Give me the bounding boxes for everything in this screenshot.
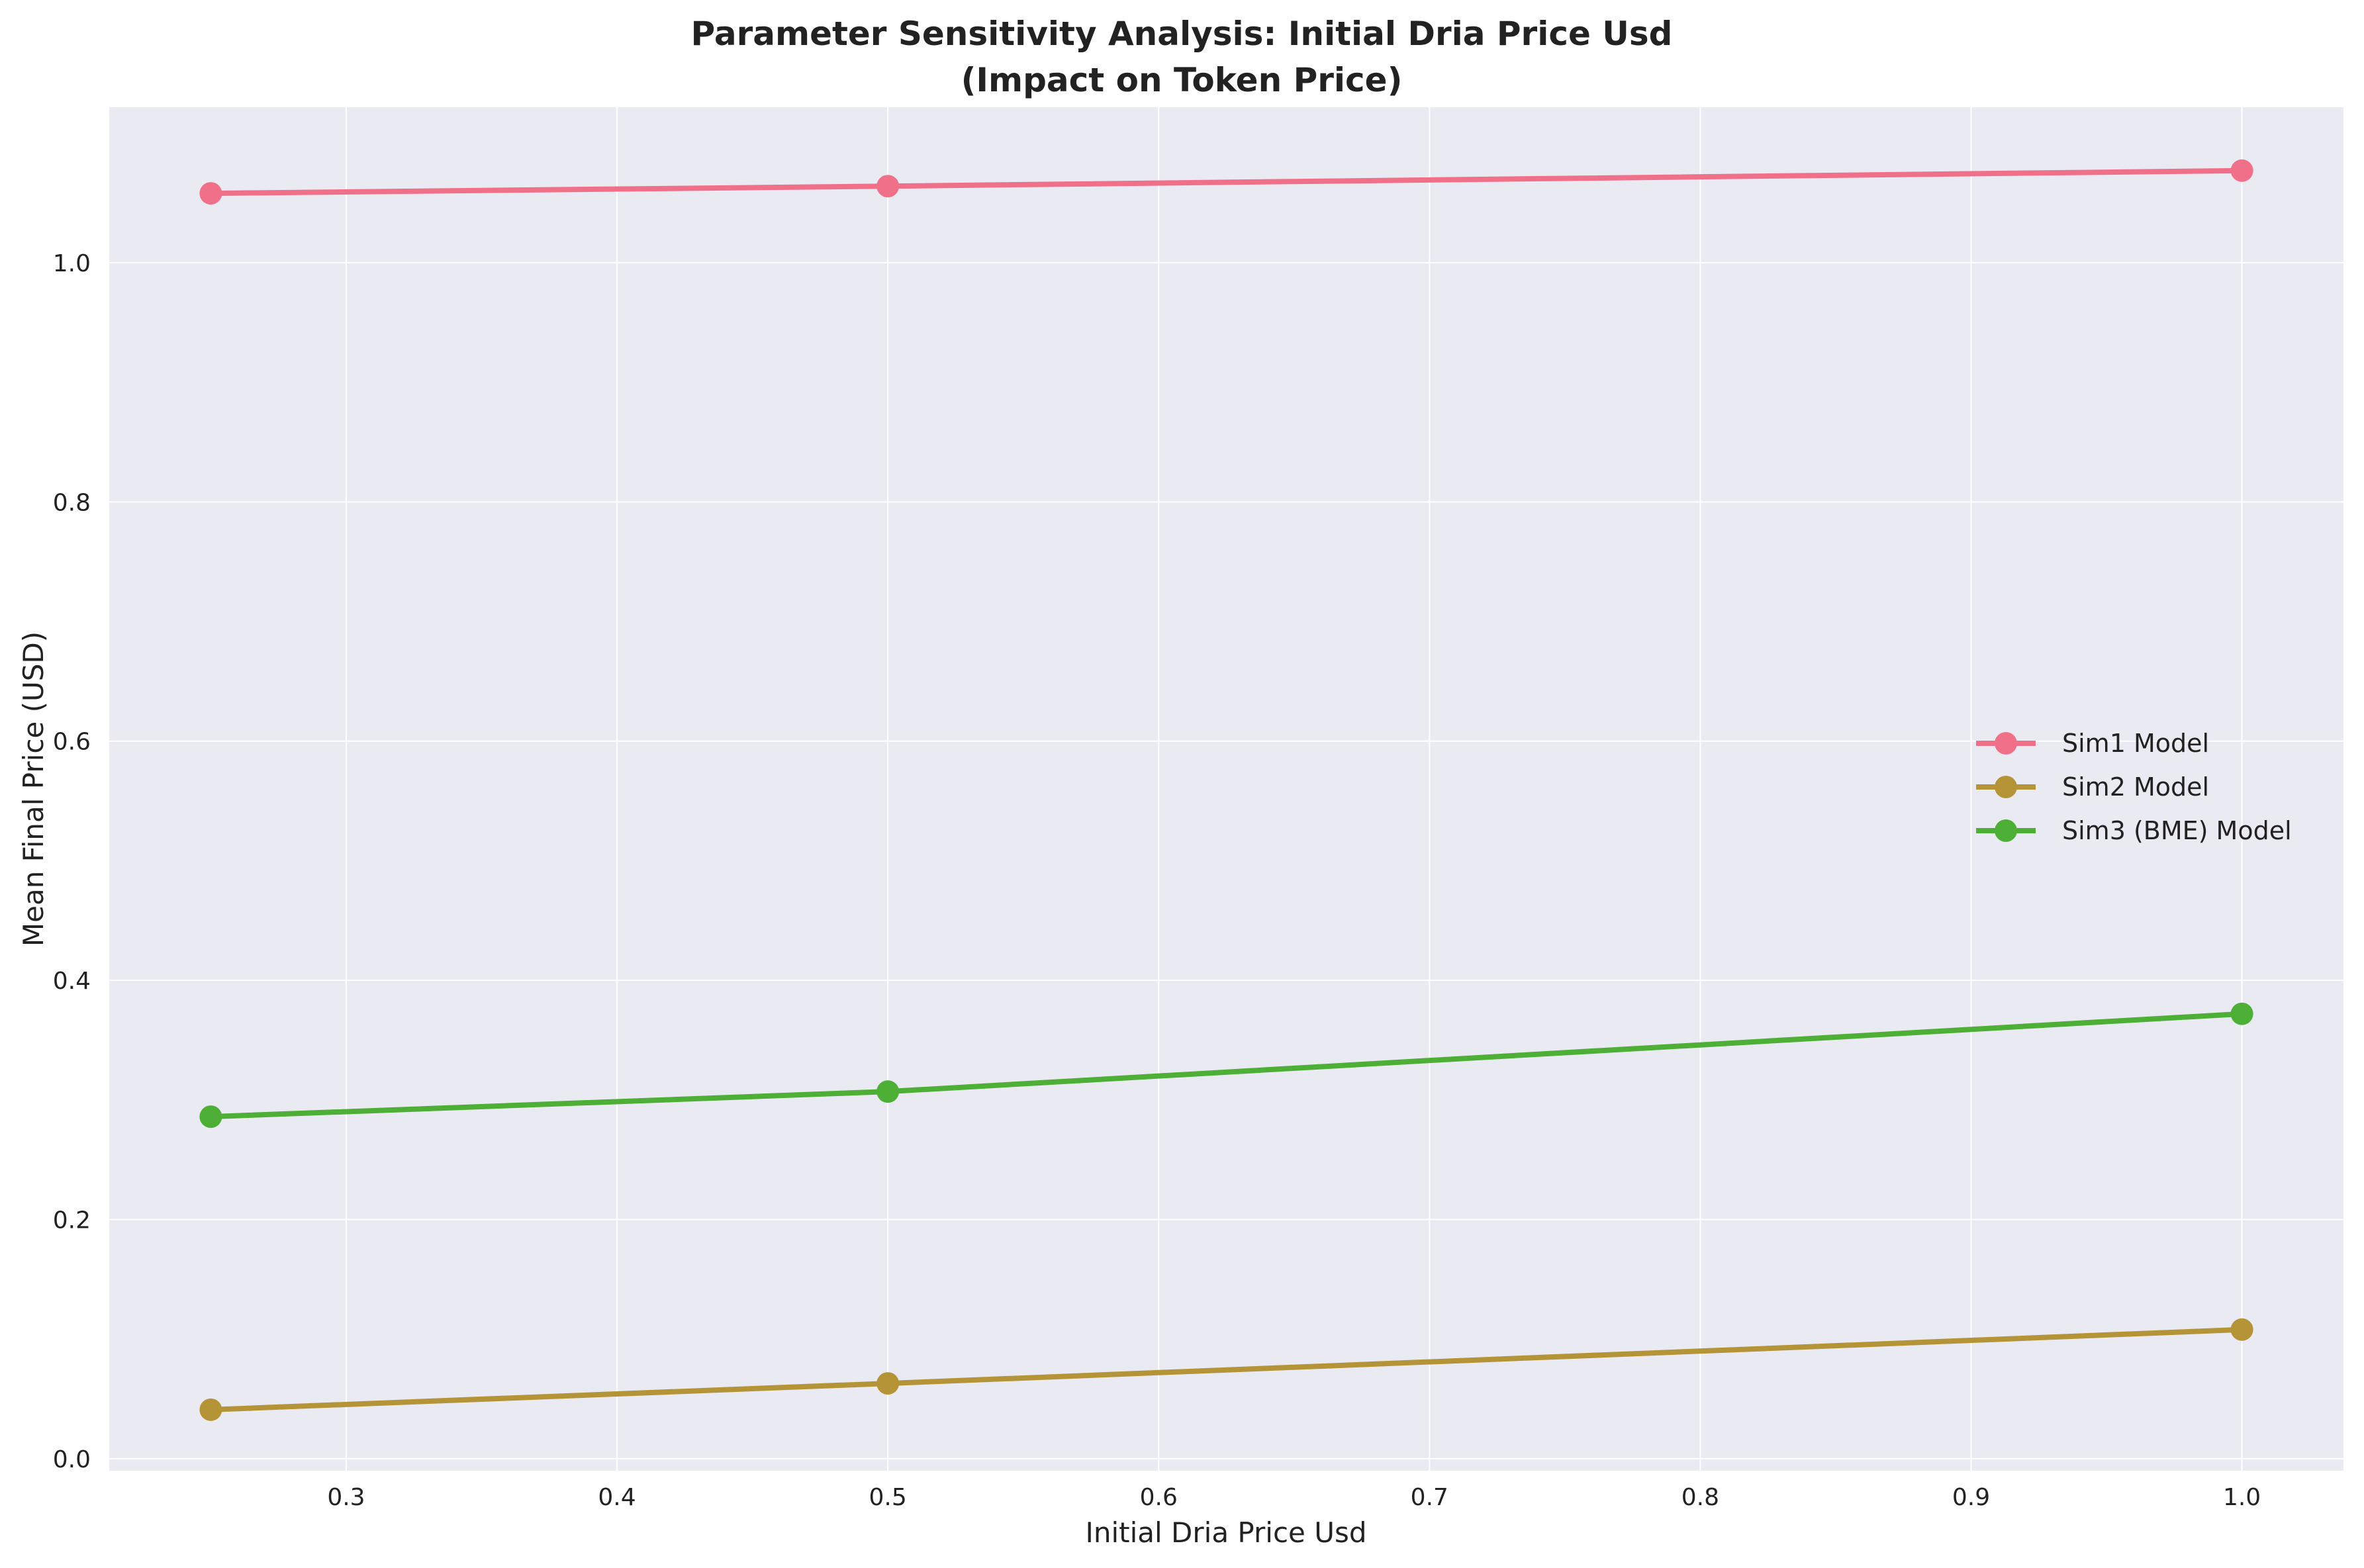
x-tick-label: 0.8 bbox=[1681, 1484, 1719, 1511]
legend: Sim1 Model Sim2 Model Sim3 (BME) Model bbox=[1976, 729, 2292, 845]
x-tick-label: 1.0 bbox=[2223, 1484, 2261, 1511]
y-tick-label: 0.6 bbox=[53, 729, 91, 756]
data-point bbox=[2230, 1002, 2253, 1025]
x-tick-label: 0.7 bbox=[1411, 1484, 1448, 1511]
data-point bbox=[876, 1080, 900, 1103]
x-tick-label: 0.9 bbox=[1952, 1484, 1990, 1511]
legend-marker bbox=[1995, 732, 2017, 755]
y-tick-label: 0.4 bbox=[53, 968, 91, 995]
x-tick-label: 0.3 bbox=[327, 1484, 365, 1511]
data-point bbox=[199, 182, 222, 205]
y-axis-label: Mean Final Price (USD) bbox=[17, 631, 50, 946]
legend-marker bbox=[1995, 819, 2017, 842]
chart-title: Parameter Sensitivity Analysis: Initial … bbox=[691, 15, 1673, 53]
legend-entry: Sim1 Model bbox=[2062, 729, 2209, 758]
legend-marker bbox=[1995, 776, 2017, 798]
y-tick-label: 1.0 bbox=[53, 250, 91, 277]
data-point bbox=[199, 1398, 222, 1421]
data-point bbox=[876, 175, 900, 198]
x-tick-labels: 0.3 0.4 0.5 0.6 0.7 0.8 0.9 1.0 bbox=[327, 1484, 2261, 1511]
data-point bbox=[2230, 1318, 2253, 1341]
y-tick-label: 0.8 bbox=[53, 489, 91, 516]
y-tick-labels: 0.0 0.2 0.4 0.6 0.8 1.0 bbox=[53, 250, 91, 1473]
x-axis-label: Initial Dria Price Usd bbox=[1085, 1516, 1366, 1549]
data-point bbox=[876, 1372, 900, 1395]
legend-entry: Sim3 (BME) Model bbox=[2062, 816, 2292, 845]
x-tick-label: 0.6 bbox=[1140, 1484, 1178, 1511]
x-tick-label: 0.5 bbox=[869, 1484, 907, 1511]
grid bbox=[109, 107, 2343, 1471]
legend-entry: Sim2 Model bbox=[2062, 772, 2209, 802]
data-point bbox=[199, 1105, 222, 1129]
y-tick-label: 0.0 bbox=[53, 1446, 91, 1473]
x-tick-label: 0.4 bbox=[598, 1484, 636, 1511]
y-tick-label: 0.2 bbox=[53, 1207, 91, 1234]
series-group bbox=[199, 159, 2253, 1421]
data-point bbox=[2230, 159, 2253, 182]
chart-subtitle: (Impact on Token Price) bbox=[961, 61, 1403, 99]
